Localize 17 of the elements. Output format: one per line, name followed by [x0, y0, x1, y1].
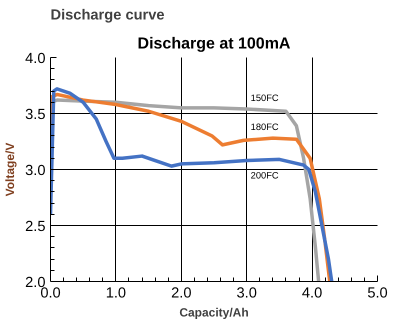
- x-tick-label: 2.0: [171, 286, 192, 302]
- y-tick-label: 3.0: [25, 163, 46, 179]
- x-axis-title: Capacity/Ah: [179, 306, 249, 320]
- chart-subtitle: Discharge at 100mA: [138, 36, 291, 52]
- series-label: 200FC: [250, 170, 279, 180]
- x-tick-label: 5.0: [367, 286, 388, 302]
- x-tick-label: 4.0: [302, 286, 322, 302]
- y-tick-label: 3.5: [25, 107, 46, 123]
- x-tick-label: 3.0: [236, 286, 257, 302]
- y-axis-title: Voltage/V: [3, 142, 18, 196]
- series-label: 180FC: [250, 122, 279, 132]
- y-tick-label: 4.0: [25, 51, 46, 67]
- x-tick-label: 1.0: [106, 286, 126, 302]
- chart-title: Discharge curve: [50, 8, 165, 24]
- x-tick-label: 0.0: [40, 286, 61, 302]
- y-tick-label: 2.5: [25, 219, 46, 235]
- series-label: 150FC: [250, 93, 279, 104]
